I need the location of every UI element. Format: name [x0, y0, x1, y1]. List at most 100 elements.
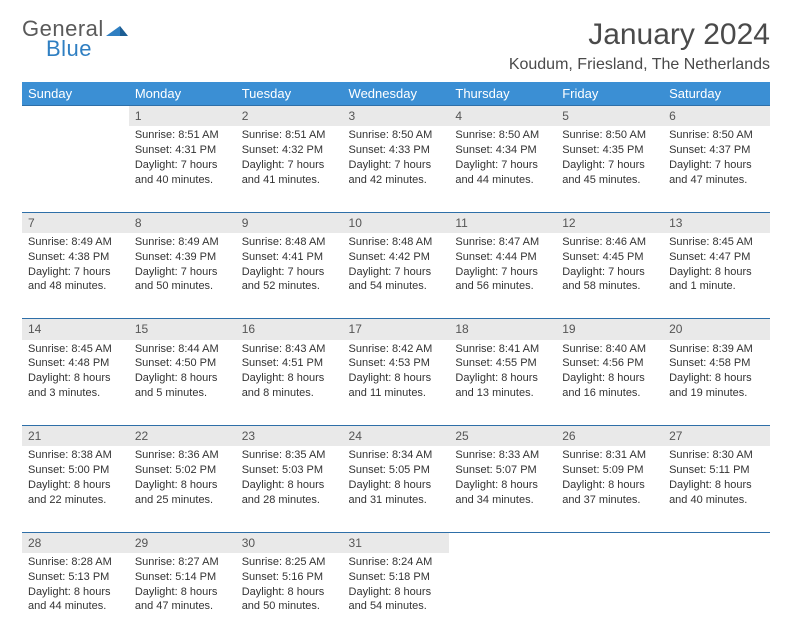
day-number: [449, 532, 556, 553]
weekday-header: Thursday: [449, 82, 556, 106]
day-cell: Sunrise: 8:25 AMSunset: 5:16 PMDaylight:…: [236, 553, 343, 639]
day-cell-line: Sunset: 4:35 PM: [562, 143, 657, 158]
weekday-header: Tuesday: [236, 82, 343, 106]
day-cell-line: Daylight: 8 hours: [562, 478, 657, 493]
day-cell: Sunrise: 8:38 AMSunset: 5:00 PMDaylight:…: [22, 446, 129, 532]
day-cell-line: Daylight: 8 hours: [455, 478, 550, 493]
day-cell-line: Sunset: 4:55 PM: [455, 356, 550, 371]
weekday-header: Saturday: [663, 82, 770, 106]
day-cell-line: Sunset: 4:44 PM: [455, 250, 550, 265]
day-cell: Sunrise: 8:48 AMSunset: 4:41 PMDaylight:…: [236, 233, 343, 319]
day-cell-line: and 47 minutes.: [669, 173, 764, 188]
day-cell-line: Sunrise: 8:31 AM: [562, 448, 657, 463]
day-cell-line: Daylight: 7 hours: [669, 158, 764, 173]
day-cell: Sunrise: 8:49 AMSunset: 4:38 PMDaylight:…: [22, 233, 129, 319]
day-cell-line: Sunset: 4:53 PM: [349, 356, 444, 371]
day-cell-line: Daylight: 7 hours: [242, 158, 337, 173]
day-number: 13: [663, 212, 770, 233]
day-cell-line: Daylight: 8 hours: [28, 371, 123, 386]
day-cell-line: Sunrise: 8:46 AM: [562, 235, 657, 250]
day-number: 29: [129, 532, 236, 553]
day-number: 9: [236, 212, 343, 233]
weekday-header: Sunday: [22, 82, 129, 106]
day-cell-line: and 48 minutes.: [28, 279, 123, 294]
day-cell: Sunrise: 8:36 AMSunset: 5:02 PMDaylight:…: [129, 446, 236, 532]
day-cell-line: and 11 minutes.: [349, 386, 444, 401]
day-cell-line: Sunrise: 8:50 AM: [562, 128, 657, 143]
day-number: 28: [22, 532, 129, 553]
day-cell-line: Sunset: 4:34 PM: [455, 143, 550, 158]
day-number: 16: [236, 319, 343, 340]
logo-mark-icon: [106, 18, 128, 40]
day-cell-line: Daylight: 8 hours: [562, 371, 657, 386]
day-cell-line: Daylight: 7 hours: [562, 265, 657, 280]
day-cell-line: Sunrise: 8:50 AM: [349, 128, 444, 143]
day-cell: Sunrise: 8:50 AMSunset: 4:37 PMDaylight:…: [663, 126, 770, 212]
day-number: 2: [236, 106, 343, 127]
day-cell: Sunrise: 8:27 AMSunset: 5:14 PMDaylight:…: [129, 553, 236, 639]
day-cell: Sunrise: 8:47 AMSunset: 4:44 PMDaylight:…: [449, 233, 556, 319]
day-cell: Sunrise: 8:51 AMSunset: 4:31 PMDaylight:…: [129, 126, 236, 212]
day-cell-line: and 45 minutes.: [562, 173, 657, 188]
day-cell-line: Daylight: 7 hours: [349, 265, 444, 280]
day-cell-line: Sunset: 4:41 PM: [242, 250, 337, 265]
day-number: 17: [343, 319, 450, 340]
day-number: 6: [663, 106, 770, 127]
day-cell-line: and 37 minutes.: [562, 493, 657, 508]
day-cell-line: Sunrise: 8:45 AM: [669, 235, 764, 250]
day-cell-line: Sunrise: 8:43 AM: [242, 342, 337, 357]
day-cell-line: and 54 minutes.: [349, 599, 444, 614]
day-number: 18: [449, 319, 556, 340]
day-cell-line: Sunset: 4:48 PM: [28, 356, 123, 371]
day-cell-line: Sunrise: 8:27 AM: [135, 555, 230, 570]
day-cell: Sunrise: 8:41 AMSunset: 4:55 PMDaylight:…: [449, 340, 556, 426]
day-number: 27: [663, 426, 770, 447]
day-cell-line: Sunrise: 8:39 AM: [669, 342, 764, 357]
day-cell: Sunrise: 8:44 AMSunset: 4:50 PMDaylight:…: [129, 340, 236, 426]
day-number: 12: [556, 212, 663, 233]
day-cell-line: Sunrise: 8:24 AM: [349, 555, 444, 570]
day-cell-line: Sunrise: 8:38 AM: [28, 448, 123, 463]
day-cell: Sunrise: 8:45 AMSunset: 4:47 PMDaylight:…: [663, 233, 770, 319]
day-cell-line: Sunset: 5:05 PM: [349, 463, 444, 478]
day-cell-line: Daylight: 7 hours: [28, 265, 123, 280]
logo-text-2: Blue: [46, 38, 128, 60]
title-block: January 2024 Koudum, Friesland, The Neth…: [509, 18, 770, 74]
day-cell-line: Sunrise: 8:25 AM: [242, 555, 337, 570]
day-cell-line: and 50 minutes.: [135, 279, 230, 294]
weekday-header: Friday: [556, 82, 663, 106]
day-number: 15: [129, 319, 236, 340]
day-cell: [663, 553, 770, 639]
day-cell-line: Daylight: 8 hours: [242, 585, 337, 600]
day-cell-line: Daylight: 7 hours: [455, 158, 550, 173]
day-number: 25: [449, 426, 556, 447]
day-cell-line: Sunset: 5:13 PM: [28, 570, 123, 585]
day-cell: Sunrise: 8:35 AMSunset: 5:03 PMDaylight:…: [236, 446, 343, 532]
day-cell-line: Daylight: 7 hours: [562, 158, 657, 173]
day-cell-line: Sunrise: 8:33 AM: [455, 448, 550, 463]
day-cell-line: Sunrise: 8:50 AM: [669, 128, 764, 143]
day-cell-line: Sunset: 5:07 PM: [455, 463, 550, 478]
day-cell-line: Sunset: 4:45 PM: [562, 250, 657, 265]
day-cell-line: and 42 minutes.: [349, 173, 444, 188]
day-cell-line: Sunrise: 8:51 AM: [242, 128, 337, 143]
day-cell: Sunrise: 8:51 AMSunset: 4:32 PMDaylight:…: [236, 126, 343, 212]
day-cell-line: Daylight: 8 hours: [349, 478, 444, 493]
day-cell-line: Daylight: 8 hours: [349, 585, 444, 600]
day-cell-line: Sunrise: 8:51 AM: [135, 128, 230, 143]
day-number-row: 28293031: [22, 532, 770, 553]
day-cell-line: and 22 minutes.: [28, 493, 123, 508]
day-cell-line: and 8 minutes.: [242, 386, 337, 401]
day-cell-line: Daylight: 8 hours: [669, 265, 764, 280]
day-number: 7: [22, 212, 129, 233]
day-number: 10: [343, 212, 450, 233]
day-number-row: 78910111213: [22, 212, 770, 233]
day-cell: Sunrise: 8:30 AMSunset: 5:11 PMDaylight:…: [663, 446, 770, 532]
day-cell: Sunrise: 8:50 AMSunset: 4:33 PMDaylight:…: [343, 126, 450, 212]
day-cell-line: Sunset: 4:37 PM: [669, 143, 764, 158]
day-cell-line: Sunrise: 8:41 AM: [455, 342, 550, 357]
calendar-table: Sunday Monday Tuesday Wednesday Thursday…: [22, 82, 770, 639]
day-cell-line: and 3 minutes.: [28, 386, 123, 401]
day-cell-line: Daylight: 7 hours: [135, 265, 230, 280]
day-cell-line: Sunset: 5:03 PM: [242, 463, 337, 478]
